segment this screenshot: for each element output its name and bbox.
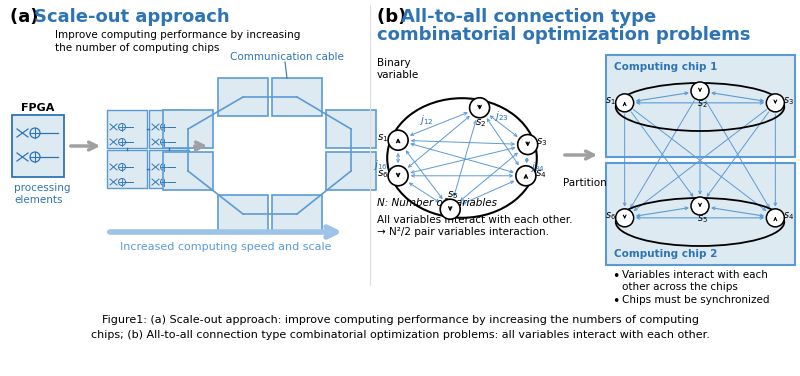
Text: All-to-all connection type: All-to-all connection type bbox=[401, 8, 656, 26]
Text: N: Number of variables: N: Number of variables bbox=[377, 198, 497, 208]
Circle shape bbox=[518, 135, 538, 155]
Text: $s_3$: $s_3$ bbox=[536, 136, 547, 149]
Text: Communication cable: Communication cable bbox=[230, 52, 344, 62]
Text: Computing chip 2: Computing chip 2 bbox=[614, 249, 718, 259]
FancyBboxPatch shape bbox=[272, 195, 322, 233]
Text: $s_5$: $s_5$ bbox=[446, 189, 458, 201]
Text: Computing chip 1: Computing chip 1 bbox=[614, 62, 718, 72]
Text: $s_1$: $s_1$ bbox=[378, 132, 389, 144]
Circle shape bbox=[766, 209, 784, 227]
Circle shape bbox=[616, 209, 634, 227]
Text: → N²/2 pair variables interaction.: → N²/2 pair variables interaction. bbox=[377, 227, 549, 237]
Text: the number of computing chips: the number of computing chips bbox=[55, 43, 219, 53]
Text: chips; (b) All-to-all connection type combinatorial optimization problems: all v: chips; (b) All-to-all connection type co… bbox=[90, 330, 710, 340]
FancyBboxPatch shape bbox=[149, 110, 189, 148]
Circle shape bbox=[691, 197, 709, 215]
FancyBboxPatch shape bbox=[606, 163, 795, 265]
FancyBboxPatch shape bbox=[107, 110, 147, 148]
Text: FPGA: FPGA bbox=[22, 103, 54, 113]
Text: $s_5$: $s_5$ bbox=[697, 213, 707, 225]
Text: processing
elements: processing elements bbox=[14, 183, 70, 205]
FancyBboxPatch shape bbox=[107, 150, 147, 188]
FancyBboxPatch shape bbox=[326, 152, 376, 190]
Text: $s_4$: $s_4$ bbox=[783, 210, 794, 222]
FancyBboxPatch shape bbox=[12, 115, 64, 177]
Text: $j_{34}$: $j_{34}$ bbox=[530, 159, 545, 174]
Text: $s_4$: $s_4$ bbox=[535, 168, 546, 180]
Text: Partition: Partition bbox=[563, 178, 606, 188]
Text: $s_6$: $s_6$ bbox=[605, 210, 616, 222]
Text: (b): (b) bbox=[377, 8, 413, 26]
Text: Binary: Binary bbox=[377, 58, 410, 68]
FancyBboxPatch shape bbox=[606, 55, 795, 157]
Text: $j_{12}$: $j_{12}$ bbox=[419, 113, 434, 127]
Text: other across the chips: other across the chips bbox=[622, 282, 738, 292]
FancyBboxPatch shape bbox=[272, 78, 322, 116]
Text: $s_3$: $s_3$ bbox=[783, 95, 794, 107]
Text: Chips must be synchronized: Chips must be synchronized bbox=[622, 295, 770, 305]
Text: •: • bbox=[612, 270, 619, 283]
Circle shape bbox=[616, 94, 634, 112]
Text: $s_2$: $s_2$ bbox=[697, 98, 707, 110]
Text: All variables interact with each other.: All variables interact with each other. bbox=[377, 215, 573, 225]
Text: variable: variable bbox=[377, 70, 419, 80]
Circle shape bbox=[766, 94, 784, 112]
Text: $j_{23}$: $j_{23}$ bbox=[494, 109, 509, 123]
FancyBboxPatch shape bbox=[218, 195, 268, 233]
Text: (a): (a) bbox=[10, 8, 45, 26]
Text: $s_1$: $s_1$ bbox=[606, 95, 616, 107]
Text: Variables interact with each: Variables interact with each bbox=[622, 270, 768, 280]
Text: Figure1: (a) Scale-out approach: improve computing performance by increasing the: Figure1: (a) Scale-out approach: improve… bbox=[102, 315, 698, 325]
FancyBboxPatch shape bbox=[149, 150, 189, 188]
Text: $j_{16}$: $j_{16}$ bbox=[373, 158, 387, 172]
Text: Improve computing performance by increasing: Improve computing performance by increas… bbox=[55, 30, 300, 40]
Text: $s_6$: $s_6$ bbox=[378, 168, 389, 180]
Circle shape bbox=[691, 82, 709, 100]
Circle shape bbox=[440, 199, 460, 219]
Text: Scale-out approach: Scale-out approach bbox=[34, 8, 230, 26]
Circle shape bbox=[388, 166, 408, 186]
FancyBboxPatch shape bbox=[163, 110, 213, 148]
Text: $s_2$: $s_2$ bbox=[475, 117, 486, 129]
Text: combinatorial optimization problems: combinatorial optimization problems bbox=[377, 26, 750, 44]
Circle shape bbox=[516, 166, 536, 186]
FancyBboxPatch shape bbox=[163, 152, 213, 190]
Circle shape bbox=[388, 130, 408, 150]
Text: •: • bbox=[612, 295, 619, 308]
Circle shape bbox=[470, 98, 490, 118]
FancyBboxPatch shape bbox=[218, 78, 268, 116]
FancyBboxPatch shape bbox=[326, 110, 376, 148]
Text: Increased computing speed and scale: Increased computing speed and scale bbox=[120, 242, 332, 252]
